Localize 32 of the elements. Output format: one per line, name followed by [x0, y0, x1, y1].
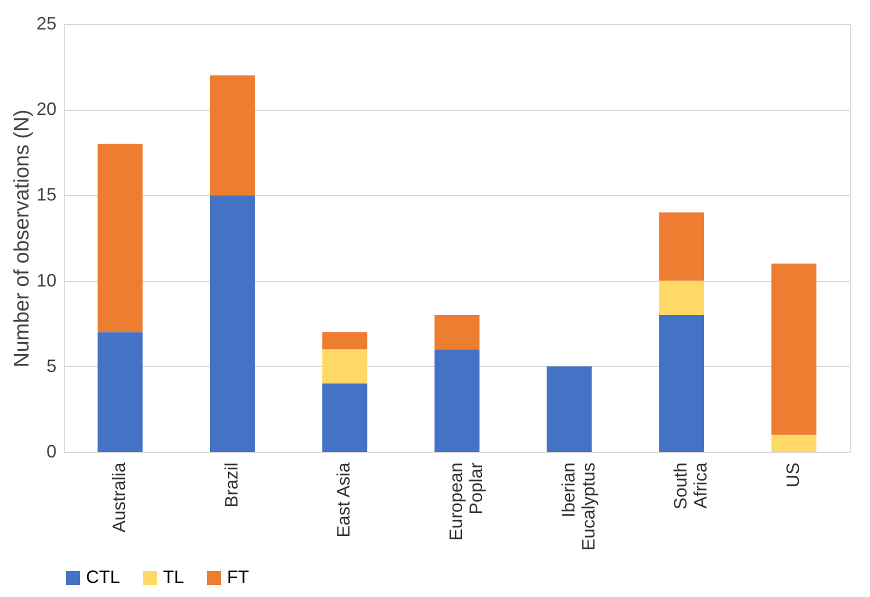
legend-label: CTL: [86, 567, 120, 587]
y-tick-label: 15: [36, 184, 56, 205]
bar: [771, 264, 816, 435]
x-tick-label: European Poplar: [446, 462, 486, 541]
bar: [659, 315, 704, 452]
bar: [322, 332, 368, 350]
y-tick-label: 20: [36, 99, 56, 120]
x-tick-label: US: [782, 462, 803, 488]
bar: [98, 144, 143, 332]
x-tick-label: South Africa: [670, 462, 711, 510]
legend-label: TL: [163, 567, 184, 587]
bar: [210, 195, 255, 452]
bar: [659, 212, 704, 281]
y-tick-label: 5: [46, 356, 56, 376]
x-tick-label: Australia: [109, 462, 130, 533]
y-tick-label: 0: [46, 442, 56, 462]
bar: [322, 384, 368, 452]
y-tick-label: 10: [36, 270, 56, 290]
bar: [210, 75, 255, 196]
legend-label: FT: [227, 567, 249, 587]
bar: [659, 280, 704, 316]
bar: [98, 332, 143, 452]
y-tick-label: 25: [36, 14, 56, 34]
bar: [434, 349, 480, 452]
bar: [322, 349, 368, 384]
bar: [546, 366, 592, 452]
bar: [771, 434, 816, 452]
x-tick-label: Iberian Eucalyptus: [558, 462, 598, 551]
y-axis-title: Number of observations (N): [10, 110, 34, 368]
x-tick-label: East Asia: [334, 462, 354, 538]
bar: [434, 315, 480, 350]
x-tick-label: Brazil: [221, 462, 242, 508]
